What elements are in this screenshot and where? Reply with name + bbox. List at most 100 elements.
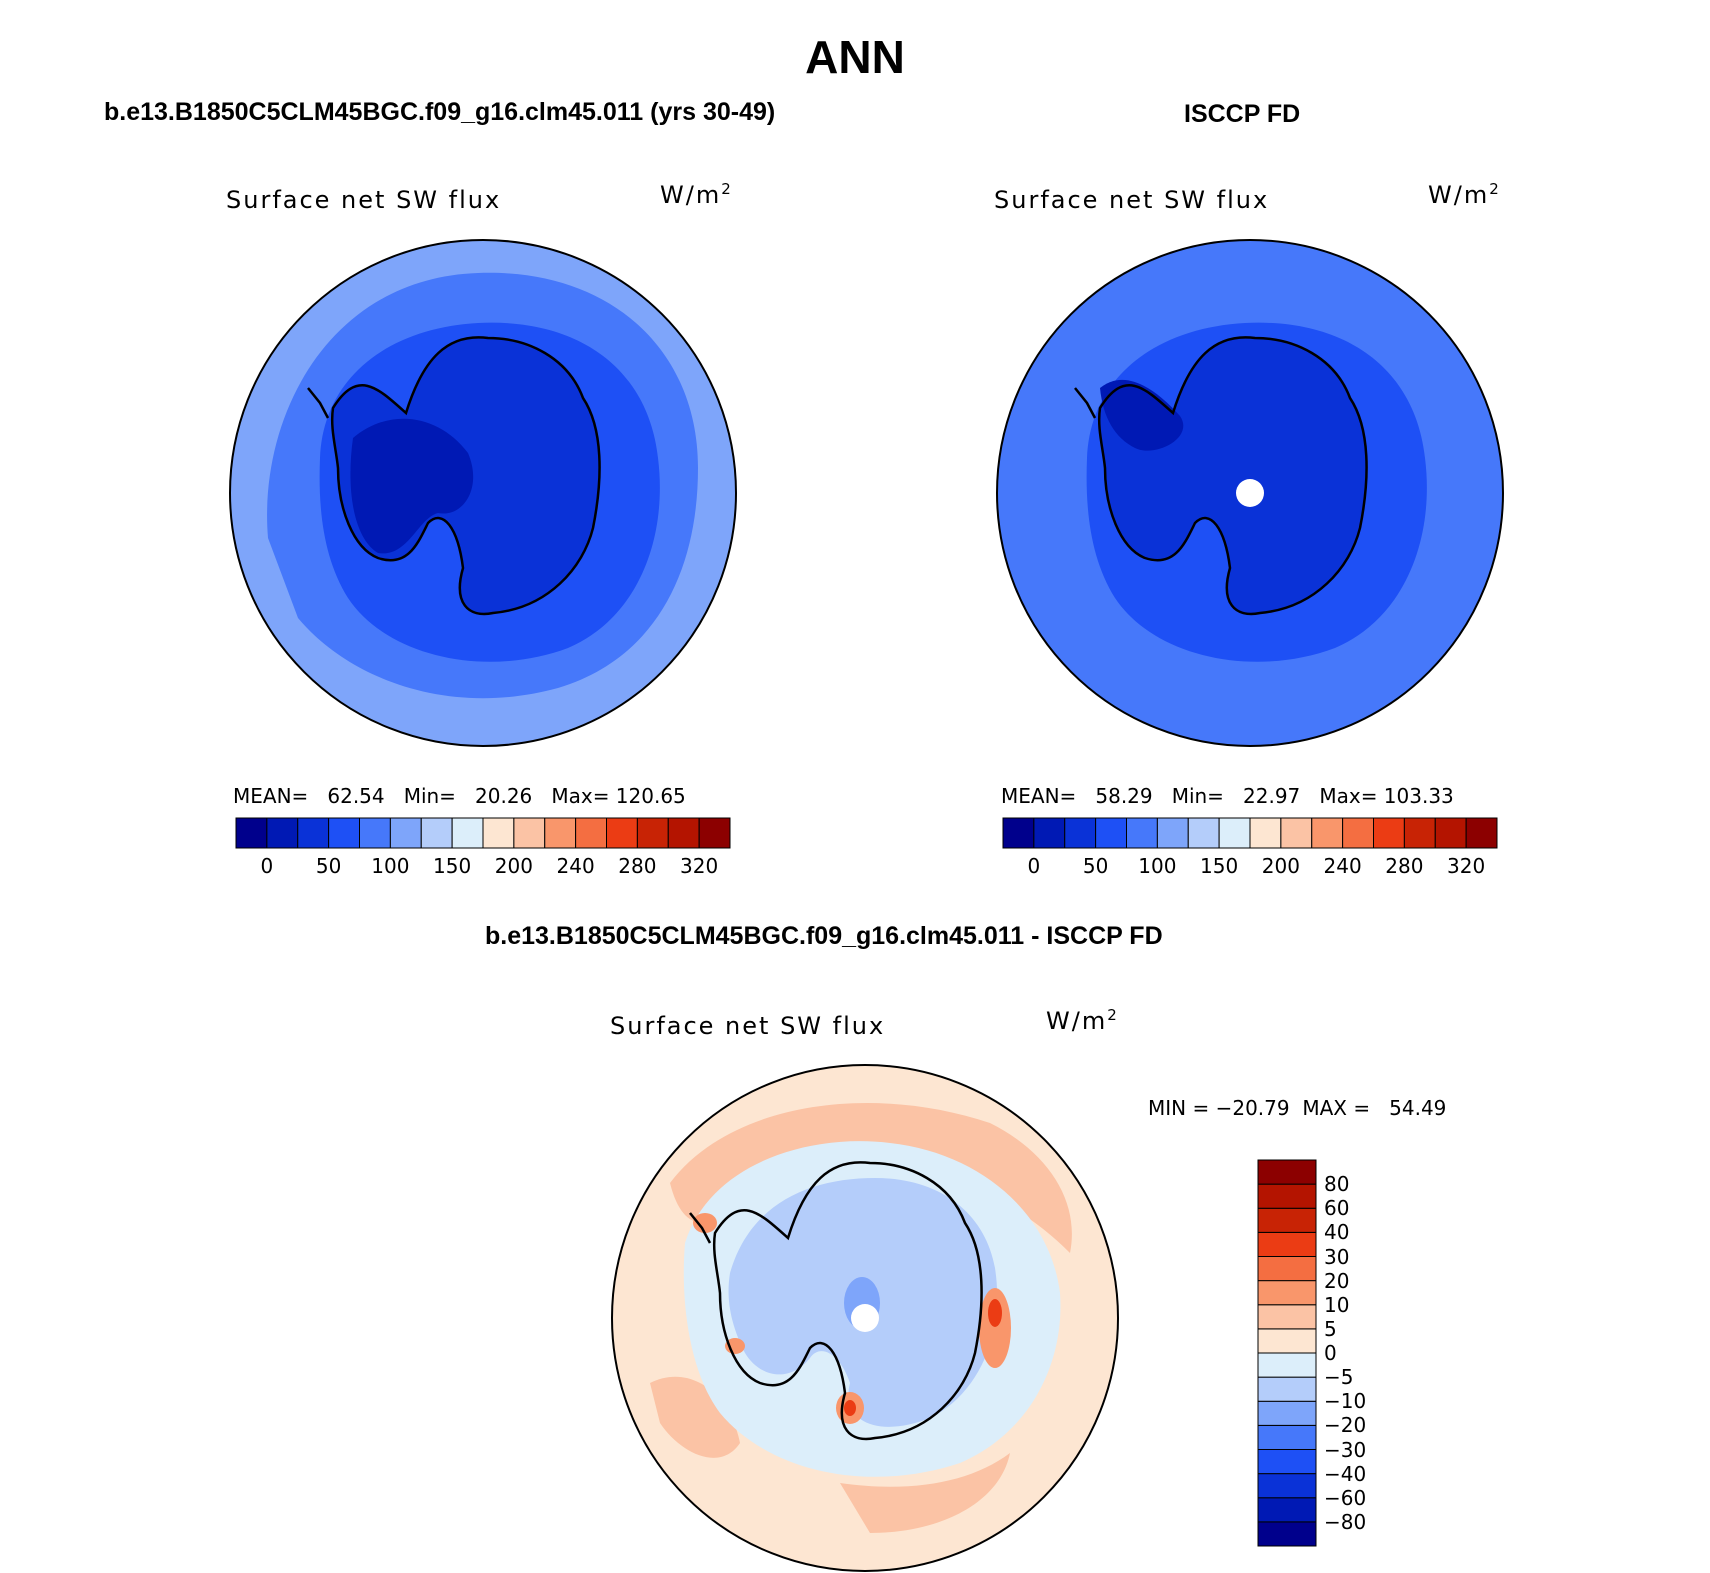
diff-colorbar-segment xyxy=(1257,1424,1317,1450)
model-colorbar-segment xyxy=(235,817,268,849)
model-colorbar-tick-label: 150 xyxy=(433,854,472,878)
obs-colorbar-segment xyxy=(1095,817,1127,849)
diff-colorbar-tick-label: 60 xyxy=(1324,1196,1350,1221)
diff-polar-map xyxy=(611,1064,1119,1572)
diff-colorbar-segment xyxy=(1257,1304,1317,1330)
diff-coastline xyxy=(712,1161,983,1441)
obs-panel-title: ISCCP FD xyxy=(1184,100,1301,128)
obs-colorbar-tick-label: 200 xyxy=(1261,854,1300,878)
model-colorbar-segment xyxy=(359,817,391,849)
model-colorbar xyxy=(235,817,731,849)
diff-colorbar-segment xyxy=(1257,1521,1317,1547)
obs-colorbar-tick-label: 0 xyxy=(1027,854,1041,878)
model-colorbar-segment xyxy=(389,817,422,849)
diff-positive-north xyxy=(670,1103,1072,1253)
obs-colorbar-tick-label: 280 xyxy=(1385,854,1424,878)
diff-colorbar-segment xyxy=(1257,1497,1317,1523)
diff-stats: MIN = −20.79 MAX = 54.49 xyxy=(1148,1096,1447,1120)
diff-colorbar-tick-label: −10 xyxy=(1324,1389,1367,1414)
model-colorbar-tick-label: 240 xyxy=(556,854,595,878)
model-colorbar-segment xyxy=(482,817,515,849)
model-colorbar-segment xyxy=(297,817,330,849)
diff-colorbar-segment xyxy=(1257,1449,1317,1475)
obs-colorbar-segment xyxy=(1465,817,1498,849)
diff-colorbar-segment xyxy=(1257,1473,1317,1499)
diff-colorbar-tick-label: −60 xyxy=(1324,1485,1367,1510)
diff-colorbar-segment xyxy=(1257,1159,1317,1185)
obs-colorbar-segment xyxy=(1156,817,1189,849)
diff-colorbar-tick-label: −30 xyxy=(1324,1437,1367,1462)
model-colorbar-segment xyxy=(328,817,360,849)
obs-colorbar-segment xyxy=(1002,817,1035,849)
obs-colorbar-segment xyxy=(1342,817,1374,849)
model-stats: MEAN= 62.54 Min= 20.26 Max= 120.65 xyxy=(233,784,686,808)
obs-colorbar-segment xyxy=(1187,817,1220,849)
diff-colorbar-tick-label: 0 xyxy=(1324,1341,1337,1365)
obs-map-border xyxy=(996,239,1504,747)
diff-colorbar-segment xyxy=(1257,1207,1317,1233)
model-colorbar-tick-label: 200 xyxy=(494,854,533,878)
obs-variable-label: Surface net SW flux xyxy=(994,186,1270,214)
model-colorbar-tick-label: 320 xyxy=(680,854,719,878)
diff-colorbar-segment xyxy=(1257,1280,1317,1306)
model-colorbar-segment xyxy=(636,817,669,849)
diff-colorbar-segment xyxy=(1257,1231,1317,1257)
diff-colorbar-segment xyxy=(1257,1256,1317,1282)
model-colorbar-tick-label: 280 xyxy=(618,854,657,878)
obs-colorbar-tick-label: 320 xyxy=(1447,854,1486,878)
obs-colorbar-segment xyxy=(1280,817,1313,849)
diff-colorbar-tick-label: −80 xyxy=(1324,1509,1367,1534)
obs-colorbar-segment xyxy=(1403,817,1436,849)
model-peninsula-coast xyxy=(307,387,330,419)
obs-missing-pole xyxy=(1236,479,1264,507)
diff-colorbar-segment xyxy=(1257,1183,1317,1209)
model-units-label: W/m2 xyxy=(660,180,733,209)
model-colorbar-tick-label: 0 xyxy=(260,854,274,878)
model-colorbar-ticks: 0 50 100 150 200 240 280 320 xyxy=(236,854,730,880)
obs-colorbar-tick-label: 240 xyxy=(1323,854,1362,878)
diff-colorbar-segment xyxy=(1257,1352,1317,1378)
obs-colorbar-segment xyxy=(1311,817,1344,849)
obs-colorbar-tick-label: 50 xyxy=(1082,854,1109,878)
diff-peninsula-coast xyxy=(689,1212,712,1244)
obs-antarctica-land xyxy=(1099,337,1367,614)
diff-colorbar-ticks: −80 −60 −40 −30 −20 −10 −5 0 5 10 20 30 40 60 80 xyxy=(1324,1160,1404,1546)
obs-stats: MEAN= 58.29 Min= 22.97 Max= 103.33 xyxy=(1001,784,1454,808)
model-colorbar-segment xyxy=(266,817,299,849)
diff-units-label: W/m2 xyxy=(1046,1006,1119,1035)
obs-peninsula-coast xyxy=(1074,387,1097,419)
model-west-antarctica-dark xyxy=(350,418,474,554)
diff-colorbar-tick-label: −5 xyxy=(1324,1365,1354,1390)
diff-colorbar-tick-label: 5 xyxy=(1324,1316,1337,1341)
model-variable-label: Surface net SW flux xyxy=(226,186,502,214)
obs-colorbar-segment xyxy=(1064,817,1097,849)
model-colorbar-segment xyxy=(575,817,607,849)
obs-colorbar-segment xyxy=(1249,817,1282,849)
obs-colorbar-segment xyxy=(1373,817,1405,849)
diff-colorbar-tick-label: 40 xyxy=(1324,1220,1350,1245)
diff-colorbar-tick-label: 30 xyxy=(1324,1244,1350,1269)
model-colorbar-tick-label: 50 xyxy=(315,854,342,878)
model-colorbar-segment xyxy=(667,817,700,849)
model-panel-title: b.e13.B1850C5CLM45BGC.f09_g16.clm45.011 … xyxy=(104,98,776,126)
diff-colorbar-segment xyxy=(1257,1328,1317,1354)
obs-coastline xyxy=(1097,336,1368,616)
diff-positive-peninsula xyxy=(693,1213,717,1233)
obs-colorbar-segment xyxy=(1434,817,1467,849)
diff-colorbar-segment xyxy=(1257,1400,1317,1426)
main-title: ANN xyxy=(805,31,905,83)
model-colorbar-segment xyxy=(513,817,546,849)
obs-polar-map xyxy=(996,239,1504,747)
model-colorbar-tick-label: 100 xyxy=(371,854,410,878)
model-colorbar-segment xyxy=(544,817,577,849)
model-coastline xyxy=(330,336,601,616)
diff-colorbar-tick-label: −40 xyxy=(1324,1461,1367,1486)
obs-colorbar-tick-label: 150 xyxy=(1200,854,1239,878)
diff-colorbar-tick-label: −20 xyxy=(1324,1413,1367,1438)
obs-colorbar-tick-label: 100 xyxy=(1138,854,1177,878)
obs-colorbar-segment xyxy=(1126,817,1158,849)
diff-variable-label: Surface net SW flux xyxy=(610,1012,886,1040)
diff-peak-south xyxy=(844,1400,856,1416)
diff-colorbar-tick-label: 10 xyxy=(1324,1292,1350,1317)
model-colorbar-segment xyxy=(698,817,731,849)
